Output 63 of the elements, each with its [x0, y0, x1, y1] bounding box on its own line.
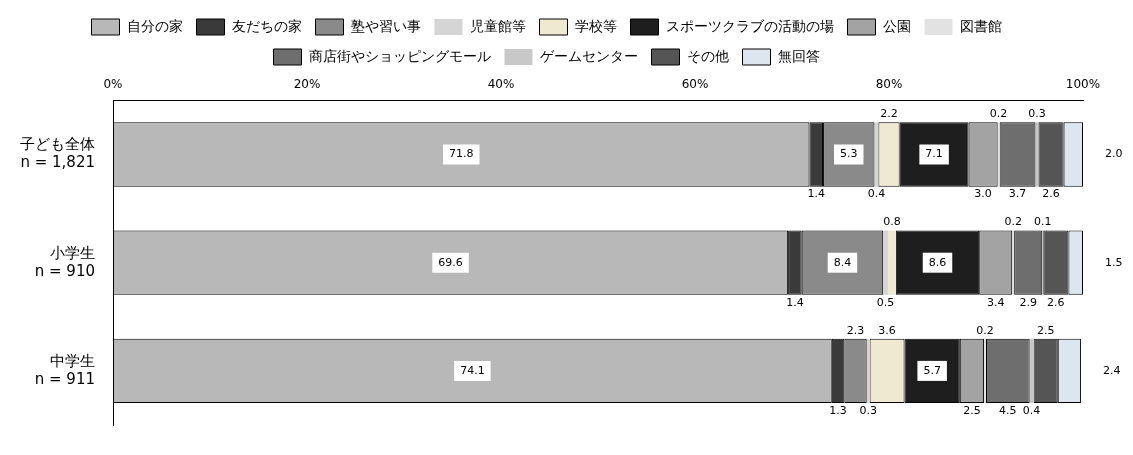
x-tick-label: 20%: [293, 77, 321, 92]
data-label: 3.6: [878, 323, 896, 337]
data-label: 0.2: [989, 107, 1008, 121]
data-label: 0.3: [859, 403, 877, 417]
bar: [866, 338, 870, 404]
data-label: 8.4: [833, 255, 852, 269]
data-label: 69.6: [438, 255, 463, 269]
bar: [874, 122, 879, 187]
legend-label: 公園: [882, 17, 911, 34]
y-tick-label: 中学生 n = 911: [34, 351, 95, 388]
x-tick-label: 80%: [875, 77, 903, 92]
data-label: 2.6: [1047, 295, 1065, 309]
legend-label: 友だちの家: [231, 17, 302, 34]
data-label: 3.0: [974, 187, 992, 201]
legend-label: 塾や習い事: [350, 17, 421, 34]
x-tick-label: 60%: [681, 77, 709, 92]
bar: [883, 230, 889, 295]
data-label: 2.5: [963, 403, 981, 417]
data-label: 0.2: [1004, 215, 1022, 229]
legend-label: 無回答: [777, 47, 820, 64]
bar: [888, 230, 896, 295]
legend-label: 学校等: [574, 17, 617, 34]
data-label: 71.8: [448, 147, 474, 161]
legend-label: ゲームセンター: [539, 47, 638, 64]
legend-label: 商店街やショッピングモール: [308, 47, 491, 64]
data-label: 0.5: [876, 295, 895, 309]
data-label: 2.5: [1036, 323, 1055, 337]
data-label: 0.3: [1028, 107, 1046, 121]
data-label: 2.0: [1105, 147, 1123, 161]
data-label: 0.4: [1022, 403, 1041, 417]
data-label: 3.7: [1008, 187, 1027, 201]
data-label: 2.9: [1019, 295, 1037, 309]
data-label: 2.2: [880, 107, 898, 121]
legend-label: 児童館等: [469, 17, 526, 34]
data-label: 5.7: [923, 363, 941, 377]
data-label: 0.4: [867, 187, 886, 201]
data-label: 1.3: [829, 403, 847, 417]
data-label: 74.1: [460, 363, 485, 377]
data-label: 0.1: [1033, 215, 1052, 229]
data-label: 1.4: [786, 295, 804, 309]
x-tick-label: 0%: [103, 77, 123, 92]
x-tick-label: 40%: [487, 77, 515, 92]
y-tick-label: 子ども全体 n = 1,821: [20, 135, 95, 172]
data-label: 7.1: [925, 147, 943, 161]
legend-label: 図書館: [959, 17, 1002, 34]
data-label: 4.5: [999, 403, 1017, 417]
bar: [1029, 338, 1034, 404]
data-label: 5.3: [839, 147, 858, 161]
data-label: 3.4: [986, 295, 1005, 309]
legend-label: その他: [686, 47, 729, 64]
data-label: 2.3: [846, 323, 865, 337]
x-tick-label: 100%: [1065, 77, 1101, 92]
data-label: 0.2: [976, 323, 994, 337]
data-label: 0.8: [883, 215, 901, 229]
data-label: 1.5: [1105, 255, 1123, 269]
data-label: 2.6: [1042, 187, 1060, 201]
data-label: 1.4: [807, 187, 825, 201]
data-label: 8.6: [928, 255, 947, 269]
bar: [1035, 122, 1039, 187]
data-label: 2.4: [1103, 363, 1121, 377]
y-tick-label: 小学生 n = 910: [34, 243, 95, 280]
legend-label: スポーツクラブの活動の場: [665, 17, 834, 34]
legend-label: 自分の家: [126, 17, 183, 34]
